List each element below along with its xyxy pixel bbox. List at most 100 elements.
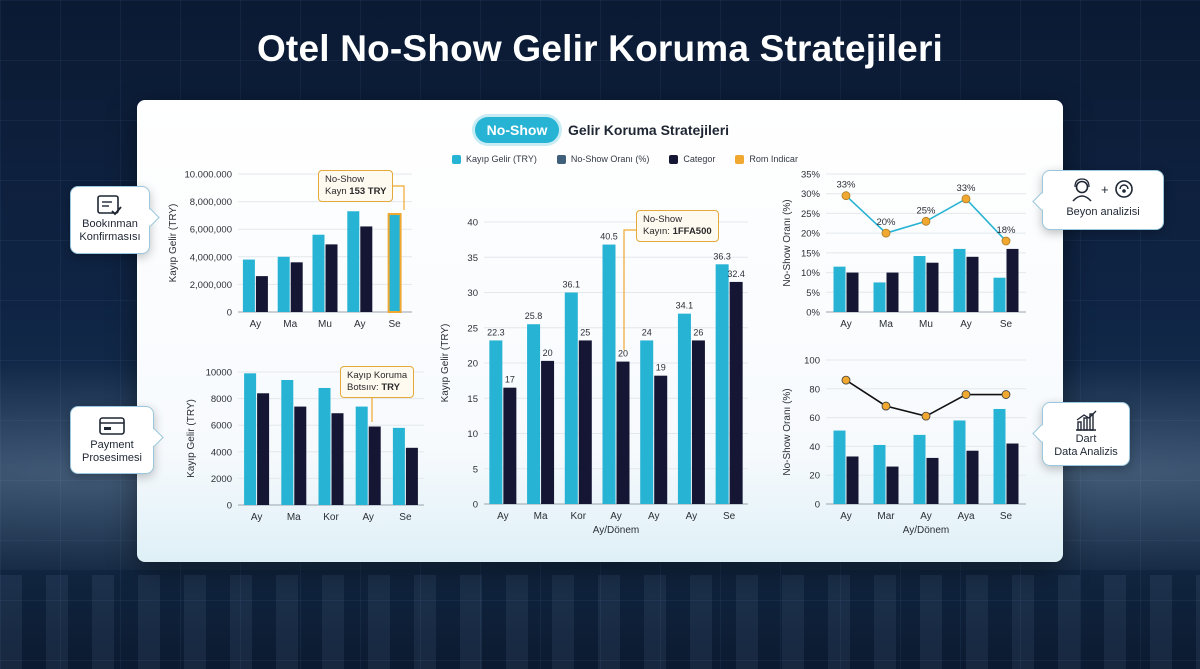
y-axis-label: No-Show Oranı (%) <box>782 388 793 475</box>
bar-lost-revenue <box>318 387 331 505</box>
bar-categor <box>926 262 939 312</box>
booking-confirmation-box[interactable]: Bookınman Konfirmasısı <box>70 186 150 254</box>
y-axis-label: Kayıp Gelir (TRY) <box>440 324 451 403</box>
x-tick-label: Ay <box>648 511 660 522</box>
callout-line1: Kayıp Koruma <box>347 370 408 381</box>
bar-lost-revenue <box>873 282 886 312</box>
data-label: 25.8 <box>525 311 543 321</box>
y-tick-label: 8000 <box>211 394 232 405</box>
y-tick-label: 0 <box>815 500 820 511</box>
legend: Kayıp Gelir (TRY) No-Show Oranı (%) Cate… <box>452 154 798 164</box>
data-label: 19 <box>656 363 666 373</box>
payment-label-1: Payment <box>90 439 134 451</box>
bar-categor <box>541 360 555 504</box>
data-label: 26 <box>693 327 703 337</box>
line-point <box>841 191 851 201</box>
chart-bottom-left: 0 2000 4000 6000 8000 10000 Kayıp Gelir (TRY) A… <box>186 368 424 523</box>
bar-categor <box>255 276 268 312</box>
bar-categor <box>331 413 344 505</box>
callout-value: TRY <box>381 382 400 393</box>
x-tick-label: Se <box>723 511 736 522</box>
dart-label-2: Data Analizis <box>1054 446 1118 458</box>
svg-text:+: + <box>1101 182 1109 197</box>
line-point <box>921 216 931 226</box>
bar-lost-revenue <box>281 379 294 505</box>
bar-categor <box>616 361 630 504</box>
y-tick-label: 25% <box>801 209 821 220</box>
legend-swatch <box>452 154 461 164</box>
background-floor <box>0 575 1200 669</box>
bar-categor <box>966 256 979 312</box>
bar-lost-revenue <box>993 408 1006 504</box>
callout-center: No-Show Kayın: 1FFA500 <box>636 210 719 242</box>
callout-value: 153 TRY <box>349 186 387 197</box>
callout-line2: Kayın: <box>643 226 673 237</box>
data-analysis-box[interactable]: Dart Data Analizis <box>1042 402 1130 466</box>
legend-label: Kayıp Gelir (TRY) <box>466 154 537 164</box>
beyon-analysis-box[interactable]: + Beyon analizisi <box>1042 170 1164 230</box>
bar-categor <box>691 340 705 504</box>
y-axis-label: Kayıp Gelir (TRY) <box>168 204 179 283</box>
y-tick-label: 40 <box>467 218 478 229</box>
x-tick-label: Ma <box>287 512 301 523</box>
y-tick-label: 60 <box>809 413 820 424</box>
no-show-pill[interactable]: No-Show <box>475 117 559 143</box>
x-tick-label: Mu <box>318 319 332 330</box>
payment-label-2: Prosesimesi <box>82 452 142 464</box>
y-tick-label: 20 <box>467 359 478 370</box>
page-title: Otel No-Show Gelir Koruma Stratejileri <box>256 28 944 69</box>
y-tick-label: 4000 <box>211 447 232 458</box>
y-tick-label: 4,000,000 <box>190 252 232 263</box>
line-label: 25% <box>916 205 936 216</box>
data-label: 17 <box>505 375 515 385</box>
data-label: 24 <box>642 327 652 337</box>
x-tick-label: Kor <box>571 511 587 522</box>
bar-categor <box>360 226 373 312</box>
callout-top-left: No-Show Kayn 153 TRY <box>318 170 394 202</box>
line-point <box>961 390 971 399</box>
x-axis-label: Ay/Dönem <box>903 525 950 536</box>
bar-categor <box>654 375 668 504</box>
callout-bottom-left: Kayıp Koruma Botsııv: TRY <box>340 366 415 398</box>
series-line <box>845 379 1006 418</box>
data-label: 20 <box>543 348 553 358</box>
bar-lost-revenue <box>489 340 503 504</box>
x-tick-label: Ay <box>920 511 932 522</box>
line-point <box>1001 236 1011 246</box>
x-tick-label: Se <box>388 319 401 330</box>
legend-swatch <box>556 154 566 164</box>
x-tick-label: Ay <box>960 319 972 330</box>
x-tick-label: Ay <box>354 319 366 330</box>
y-tick-label: 25 <box>467 323 478 334</box>
y-tick-label: 8,000,000 <box>190 197 232 208</box>
y-tick-label: 0 <box>227 501 232 512</box>
bar-lost-revenue <box>677 313 691 504</box>
y-tick-label: 35% <box>801 170 821 181</box>
legend-label: Categor <box>683 154 716 164</box>
callout-line2: Kayn <box>325 186 350 197</box>
payment-processing-box[interactable]: Payment Prosesimesi <box>70 406 154 474</box>
bar-lost-revenue <box>833 430 846 504</box>
line-label: 33% <box>956 183 976 194</box>
x-tick-label: Mu <box>919 319 933 330</box>
y-tick-label: 40 <box>809 442 820 453</box>
bar-lost-revenue <box>244 373 257 505</box>
y-tick-label: 6000 <box>211 421 232 432</box>
bar-highlighted <box>387 213 402 314</box>
callout-connector <box>388 185 405 210</box>
y-tick-label: 15% <box>801 248 821 259</box>
bar-categor <box>290 262 303 312</box>
line-point <box>1001 390 1011 399</box>
data-label: 22.3 <box>487 327 505 337</box>
bar-categor <box>886 466 899 504</box>
y-tick-label: 20% <box>801 229 821 240</box>
legend-swatch <box>669 154 679 164</box>
y-axis-label: No-Show Oranı (%) <box>782 199 793 286</box>
bar-lost-revenue <box>993 277 1006 312</box>
x-axis-label: Ay/Dönem <box>593 525 640 536</box>
callout-value: 1FFA500 <box>672 226 712 237</box>
data-label: 36.3 <box>713 251 731 261</box>
bar-lost-revenue <box>715 264 729 504</box>
y-tick-label: 0 <box>227 308 232 319</box>
bar-lost-revenue <box>833 266 846 312</box>
